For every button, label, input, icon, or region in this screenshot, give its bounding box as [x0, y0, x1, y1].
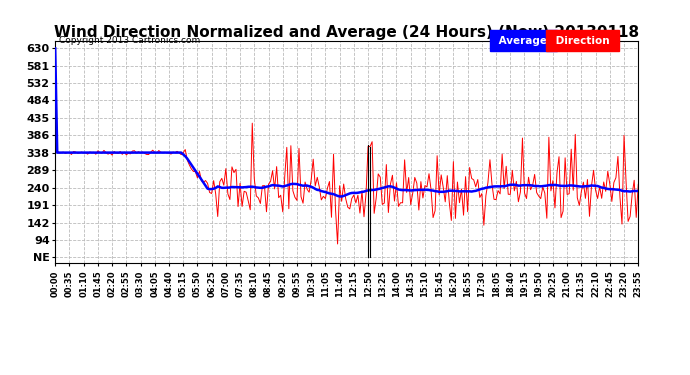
Text: Average: Average	[495, 36, 551, 46]
Title: Wind Direction Normalized and Average (24 Hours) (New) 20130118: Wind Direction Normalized and Average (2…	[54, 25, 640, 40]
Text: Direction: Direction	[552, 36, 613, 46]
Text: Copyright 2013 Cartronics.com: Copyright 2013 Cartronics.com	[59, 36, 200, 45]
